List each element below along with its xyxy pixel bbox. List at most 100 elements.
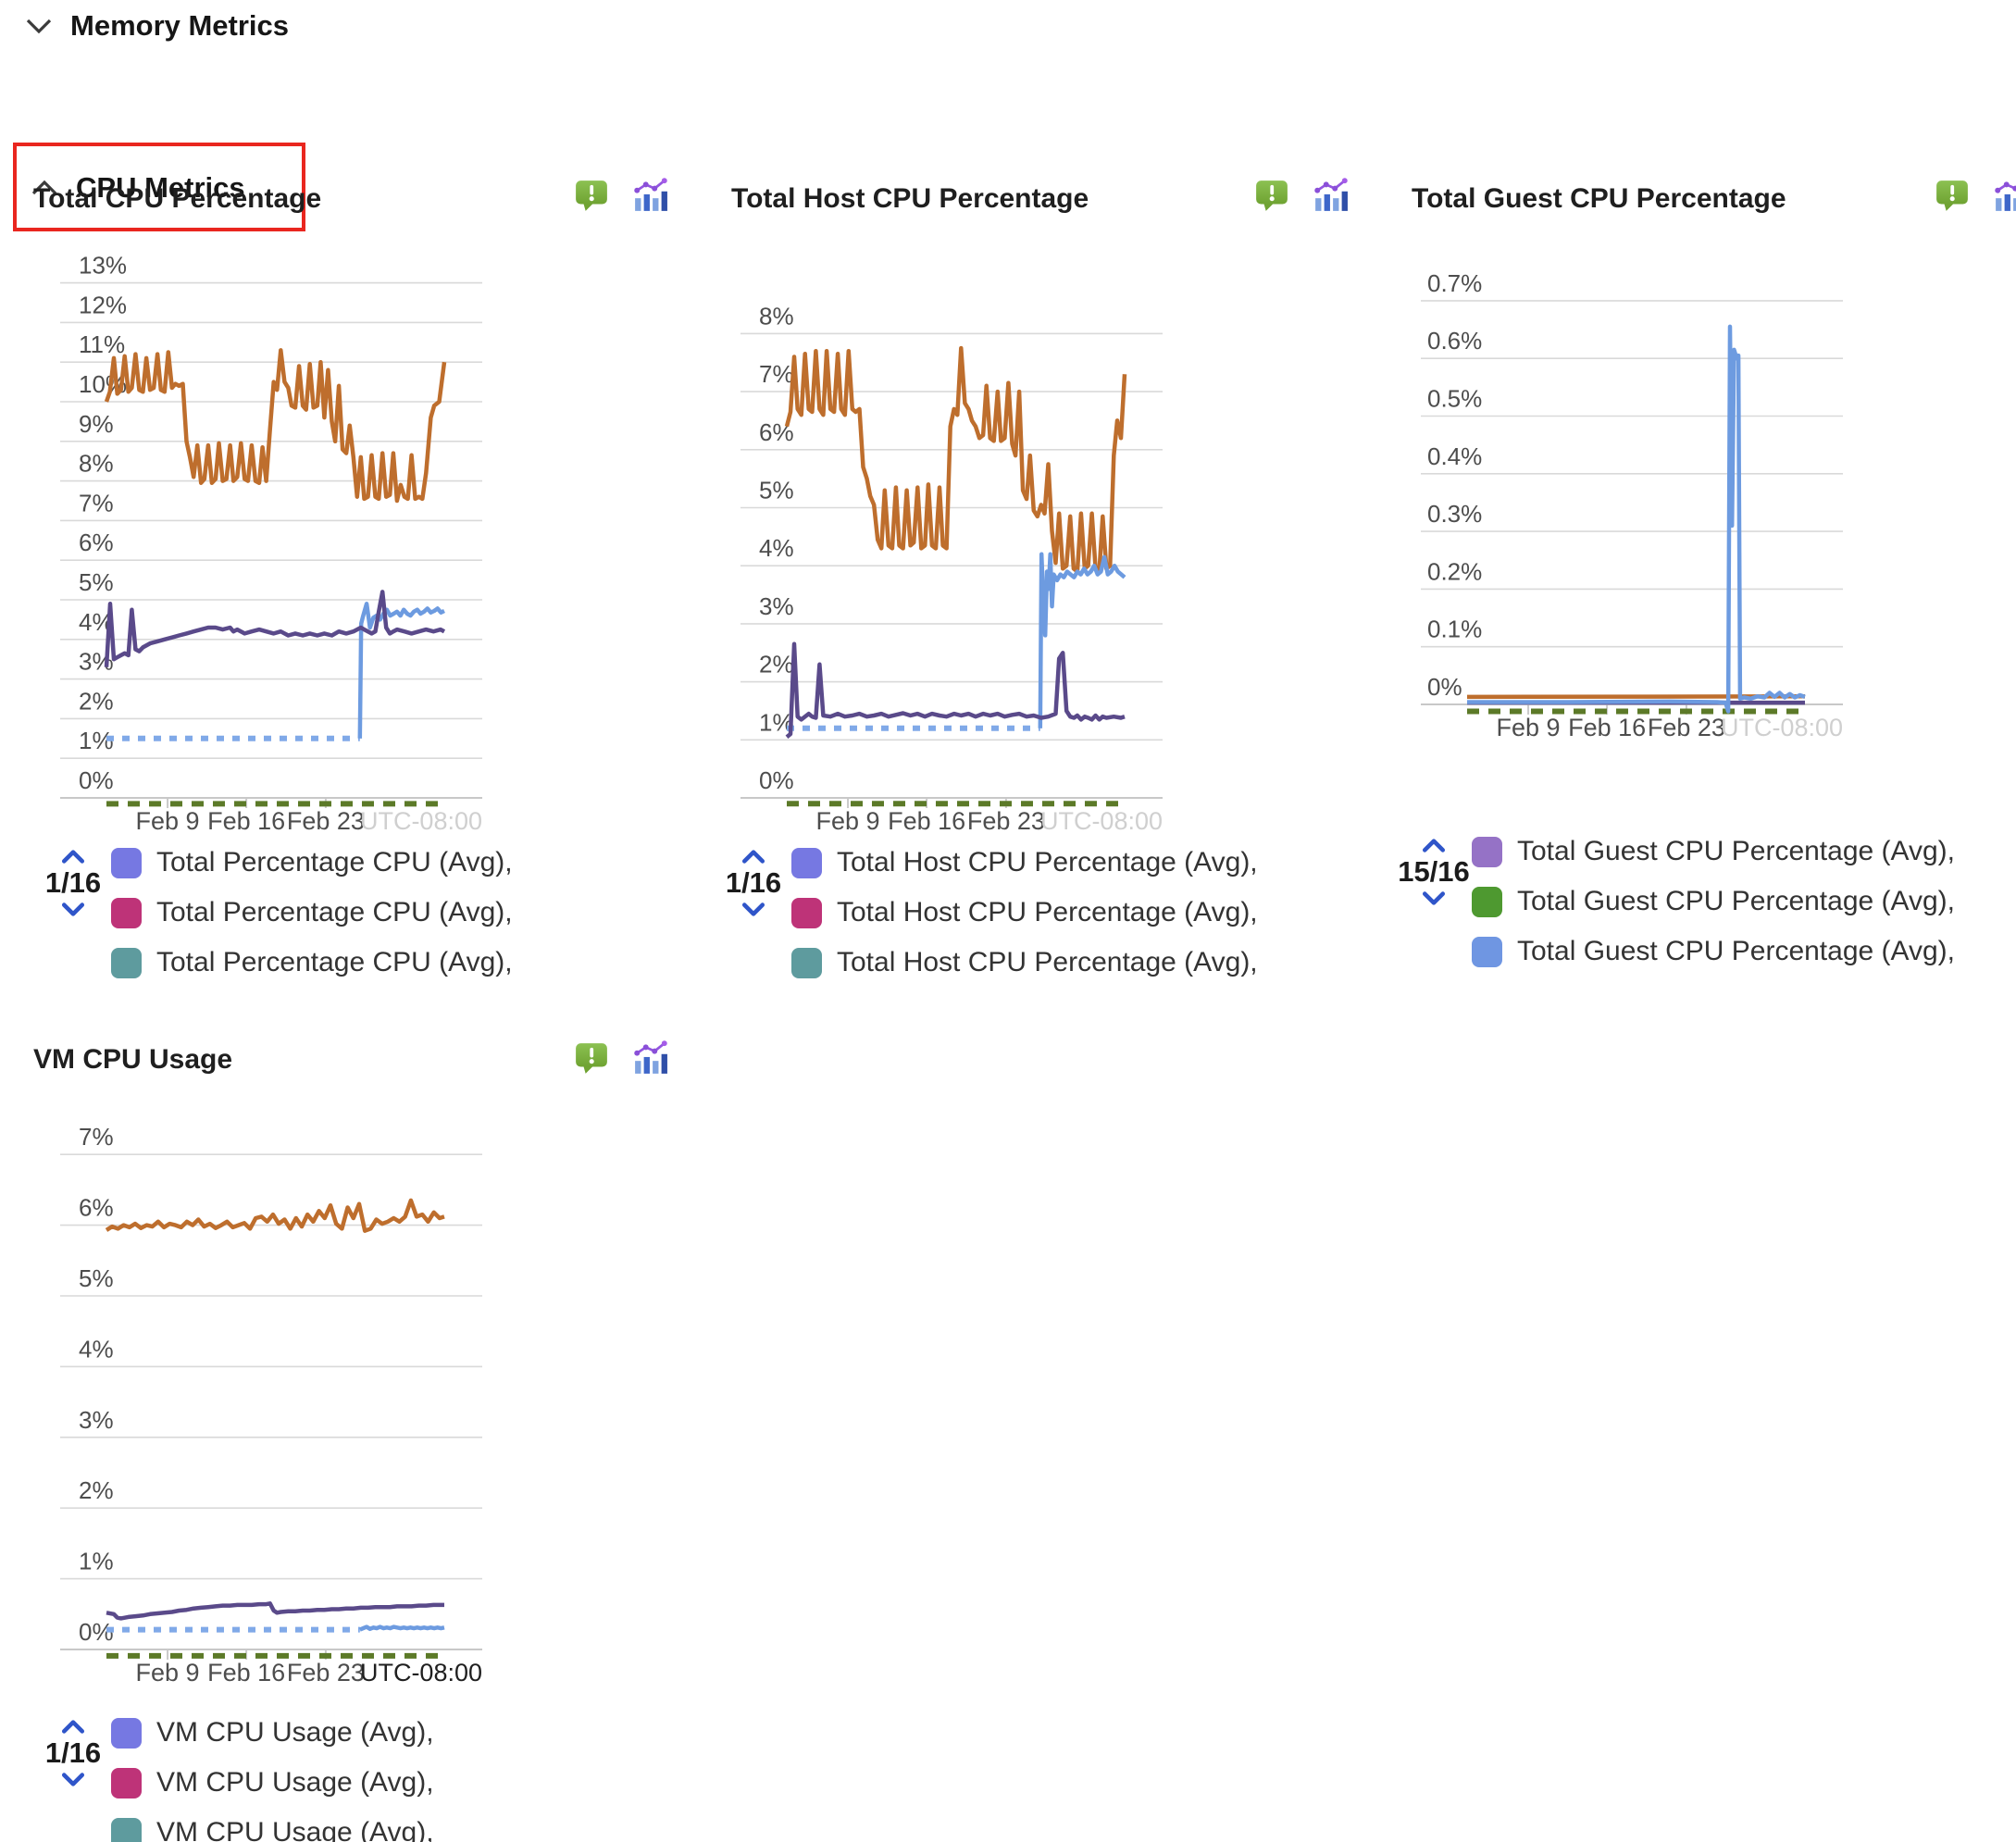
insights-comment-icon[interactable] <box>1254 178 1289 213</box>
vm-cpu-usage-chart: 0%1%2%3%4%5%6%7%Feb 9 Feb 16 Feb 23UTC-08:… <box>60 1123 482 1686</box>
svg-text:7%: 7% <box>79 1123 114 1151</box>
legend-pager: 15/16 <box>1396 827 1472 906</box>
chart-type-icon[interactable] <box>633 1040 668 1076</box>
svg-text:12%: 12% <box>79 291 127 318</box>
legend-item[interactable]: Total Guest CPU Percentage (Avg), <box>1472 927 1955 977</box>
svg-text:4%: 4% <box>759 534 794 562</box>
legend-item[interactable]: Total Host CPU Percentage (Avg), <box>791 938 1258 988</box>
svg-text:0%: 0% <box>759 766 794 794</box>
legend-swatch <box>791 847 822 878</box>
svg-text:Feb 9: Feb 9 <box>136 1659 200 1686</box>
legend-item[interactable]: Total Percentage CPU (Avg), <box>111 838 513 888</box>
svg-text:0.6%: 0.6% <box>1427 327 1482 355</box>
legend-guest-cpu: 15/16 Total Guest CPU Percentage (Avg), … <box>1396 827 1955 977</box>
svg-text:2%: 2% <box>79 687 114 715</box>
total-guest-cpu-percentage-chart: 0% 0.1% 0.2% 0.3% 0.4% 0.5% 0.6% 0.7% Feb 9 Feb 1… <box>1421 269 1843 741</box>
svg-text:Feb 16: Feb 16 <box>1568 714 1646 741</box>
chart-type-icon[interactable] <box>633 178 668 213</box>
insights-comment-icon[interactable] <box>1935 178 1970 213</box>
legend-total-cpu: 1/16 Total Percentage CPU (Avg), Total P… <box>35 838 513 988</box>
legend-host-cpu: 1/16 Total Host CPU Percentage (Avg), To… <box>716 838 1258 988</box>
svg-text:5%: 5% <box>79 568 114 596</box>
svg-text:Feb 23: Feb 23 <box>967 807 1045 835</box>
legend-label: Total Host CPU Percentage (Avg), <box>837 947 1258 977</box>
legend-item[interactable]: Total Host CPU Percentage (Avg), <box>791 838 1258 888</box>
legend-item[interactable]: VM CPU Usage (Avg), <box>111 1808 434 1842</box>
svg-text:2%: 2% <box>759 651 794 678</box>
cpu-metrics-highlight <box>13 143 305 231</box>
legend-page-down-icon[interactable] <box>61 1773 85 1787</box>
svg-text:0.1%: 0.1% <box>1427 616 1482 643</box>
svg-text:11%: 11% <box>79 330 125 358</box>
legend-swatch <box>111 897 142 928</box>
svg-text:UTC-08:00: UTC-08:00 <box>360 1659 482 1686</box>
section-memory-metrics[interactable]: Memory Metrics <box>24 9 289 43</box>
svg-text:5%: 5% <box>79 1264 114 1292</box>
legend-label: Total Percentage CPU (Avg), <box>156 897 513 927</box>
legend-label: VM CPU Usage (Avg), <box>156 1817 434 1842</box>
chevron-down-icon <box>26 19 52 34</box>
chart-type-icon[interactable] <box>1313 178 1349 213</box>
legend-item[interactable]: Total Host CPU Percentage (Avg), <box>791 888 1258 938</box>
svg-text:7%: 7% <box>79 489 114 517</box>
insights-comment-icon[interactable] <box>574 178 609 213</box>
legend-item[interactable]: Total Guest CPU Percentage (Avg), <box>1472 877 1955 927</box>
legend-swatch <box>1472 936 1502 967</box>
svg-text:8%: 8% <box>759 302 794 330</box>
legend-swatch <box>111 947 142 978</box>
legend-swatch <box>111 1817 142 1842</box>
legend-label: Total Percentage CPU (Avg), <box>156 847 513 877</box>
legend-pager: 1/16 <box>716 838 791 917</box>
svg-text:UTC-08:00: UTC-08:00 <box>360 807 482 835</box>
legend-page-up-icon[interactable] <box>1422 838 1446 853</box>
legend-item[interactable]: Total Guest CPU Percentage (Avg), <box>1472 827 1955 877</box>
section-label: CPU Metrics <box>76 171 245 204</box>
legend-page-down-icon[interactable] <box>741 902 765 917</box>
legend-page-count: 1/16 <box>44 1736 102 1769</box>
svg-text:Feb 9: Feb 9 <box>1497 714 1561 741</box>
svg-text:Feb 9: Feb 9 <box>136 807 200 835</box>
svg-text:1%: 1% <box>759 708 794 736</box>
legend-swatch <box>111 1767 142 1798</box>
svg-text:0%: 0% <box>79 766 114 794</box>
svg-text:0.2%: 0.2% <box>1427 557 1482 585</box>
legend-item[interactable]: VM CPU Usage (Avg), <box>111 1708 434 1758</box>
legend-swatch <box>1472 886 1502 917</box>
legend-page-down-icon[interactable] <box>1422 891 1446 906</box>
legend-item[interactable]: Total Percentage CPU (Avg), <box>111 938 513 988</box>
svg-text:0.5%: 0.5% <box>1427 385 1482 413</box>
legend-label: Total Guest CPU Percentage (Avg), <box>1517 886 1955 916</box>
legend-swatch <box>791 947 822 978</box>
svg-text:8%: 8% <box>79 450 114 478</box>
svg-text:6%: 6% <box>79 529 114 556</box>
svg-text:4%: 4% <box>79 1335 114 1363</box>
svg-text:Feb 16: Feb 16 <box>207 807 285 835</box>
svg-text:0.3%: 0.3% <box>1427 500 1482 528</box>
legend-item[interactable]: Total Percentage CPU (Avg), <box>111 888 513 938</box>
legend-page-up-icon[interactable] <box>741 849 765 864</box>
chart-type-icon[interactable] <box>1994 178 2016 213</box>
legend-label: Total Host CPU Percentage (Avg), <box>837 847 1258 877</box>
chart-title-vm-cpu: VM CPU Usage <box>33 1044 233 1075</box>
legend-item[interactable]: VM CPU Usage (Avg), <box>111 1758 434 1808</box>
svg-text:UTC-08:00: UTC-08:00 <box>1721 714 1843 741</box>
insights-comment-icon[interactable] <box>574 1040 609 1076</box>
legend-label: Total Percentage CPU (Avg), <box>156 947 513 977</box>
legend-page-up-icon[interactable] <box>61 849 85 864</box>
legend-page-up-icon[interactable] <box>61 1719 85 1734</box>
legend-label: Total Guest CPU Percentage (Avg), <box>1517 836 1955 866</box>
svg-text:9%: 9% <box>79 410 114 438</box>
total-cpu-percentage-chart: 0%1%2%3%4%5%6%7%8%9%10%11%12%13%Feb 9 Feb… <box>60 252 482 835</box>
chart-title-guest-cpu: Total Guest CPU Percentage <box>1412 183 1786 214</box>
svg-text:Feb 23: Feb 23 <box>287 1659 365 1686</box>
svg-text:3%: 3% <box>759 592 794 620</box>
section-cpu-metrics[interactable]: CPU Metrics <box>30 171 245 205</box>
chart-title-total-cpu: Total CPU Percentage <box>33 183 322 214</box>
legend-swatch <box>111 847 142 878</box>
svg-text:Feb 16: Feb 16 <box>207 1659 285 1686</box>
legend-page-down-icon[interactable] <box>61 902 85 917</box>
svg-text:7%: 7% <box>759 360 794 388</box>
svg-text:5%: 5% <box>759 477 794 504</box>
legend-swatch <box>1472 836 1502 867</box>
legend-page-count: 15/16 <box>1398 855 1470 888</box>
